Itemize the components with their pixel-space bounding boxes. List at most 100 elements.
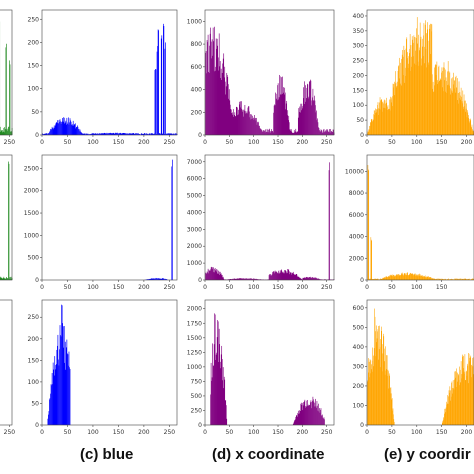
histogram-bin	[235, 116, 237, 135]
histogram-bin	[242, 278, 243, 280]
histogram-bin	[309, 405, 311, 425]
histogram-bin	[243, 116, 244, 135]
histogram-bin	[316, 278, 317, 280]
histogram-bin	[406, 273, 408, 280]
histogram-bin	[245, 278, 246, 280]
histogram-bin	[278, 270, 279, 280]
histogram-bin	[419, 274, 421, 280]
histogram-bin	[381, 102, 383, 135]
histogram-bin	[272, 272, 273, 280]
histogram-bin	[157, 29, 159, 135]
histogram-bin	[53, 375, 55, 425]
histogram-bin	[64, 362, 66, 425]
histogram-bin	[407, 67, 409, 135]
histogram-bin	[462, 279, 464, 280]
histogram-bin	[448, 390, 450, 425]
histogram-bin	[308, 404, 310, 425]
histogram-bin	[461, 279, 462, 280]
histogram-bin	[306, 98, 307, 135]
histogram-bin	[55, 123, 57, 135]
histogram-bin	[258, 125, 260, 135]
histogram-bin	[371, 120, 373, 135]
histogram-bin	[232, 279, 234, 280]
histogram-bin	[403, 273, 405, 280]
histogram-bin	[472, 130, 474, 135]
histogram-bin	[431, 74, 433, 135]
histogram-bin	[435, 279, 436, 280]
histogram-bin	[67, 353, 68, 425]
histogram-bin	[92, 133, 94, 135]
histogram-bin	[175, 133, 177, 135]
histogram-bin	[456, 368, 457, 425]
y-tick-label: 1750	[187, 320, 202, 327]
histogram-bin	[443, 417, 444, 425]
histogram-bin	[55, 365, 57, 425]
histogram-bin	[385, 103, 387, 135]
histogram-bin	[151, 133, 153, 135]
histogram-bin	[248, 106, 249, 135]
histogram-bin	[160, 133, 162, 135]
histogram-bin	[270, 274, 271, 280]
histogram-bin	[130, 133, 132, 135]
histogram-bin	[103, 132, 105, 135]
x-tick-label: 150	[113, 429, 125, 436]
histogram-bin	[221, 275, 223, 280]
histogram-bin	[275, 93, 277, 135]
histogram-bin	[463, 278, 465, 280]
histogram-bin	[244, 110, 245, 135]
histogram-bin	[217, 321, 219, 425]
histogram-bin	[379, 325, 380, 425]
histogram-bin	[388, 109, 389, 135]
histogram-bin	[267, 279, 269, 280]
plot-frame	[204, 299, 335, 426]
histogram-bin	[3, 276, 5, 280]
histogram-bin	[44, 133, 46, 135]
histogram-bin	[216, 269, 217, 280]
histogram-bin	[251, 118, 253, 135]
histogram-bin	[383, 99, 385, 135]
histogram-bin	[53, 125, 55, 135]
histogram-bin	[158, 133, 160, 135]
histogram-bin	[219, 275, 221, 280]
histogram-bin	[148, 134, 149, 135]
histogram-bin	[161, 35, 163, 135]
histogram-bin	[58, 359, 59, 425]
histogram-bin	[440, 79, 442, 135]
histogram-bin	[42, 134, 44, 135]
histogram-bin	[7, 278, 9, 280]
histogram-bin	[444, 279, 446, 280]
histogram-bin	[160, 278, 162, 280]
histogram-bin	[110, 133, 112, 135]
histogram-bin	[163, 278, 165, 280]
histogram-bin	[444, 412, 446, 425]
histogram-bin	[424, 276, 426, 280]
histogram-bin	[466, 375, 468, 425]
histogram-bin	[81, 132, 82, 135]
histogram-bin	[396, 274, 398, 280]
histogram-bin	[406, 275, 407, 280]
histogram-bin	[396, 81, 398, 135]
histogram-bin	[43, 133, 44, 135]
histogram-bin	[145, 134, 146, 135]
histogram-bin	[310, 277, 312, 280]
histogram-bin	[300, 103, 302, 135]
histogram-bin	[470, 118, 471, 135]
histogram-bin	[251, 278, 252, 280]
histogram-bin	[305, 277, 307, 280]
histogram-bin	[434, 65, 436, 135]
histogram-bin	[56, 122, 58, 135]
histogram-bin	[375, 279, 377, 280]
histogram-bin	[44, 133, 46, 135]
histogram-bin	[55, 364, 57, 425]
histogram-bin	[278, 99, 279, 135]
histogram-bin	[378, 115, 379, 135]
histogram-bin	[119, 132, 121, 135]
histogram-bin	[415, 64, 417, 135]
histogram-bin	[436, 278, 437, 280]
histogram-bin	[453, 388, 454, 425]
histogram-bin	[437, 80, 438, 135]
histogram-bin	[314, 402, 316, 425]
histogram-panel: 0 50 100 150 200 2500100020003000400050006000…	[187, 154, 335, 291]
histogram-bin	[384, 277, 385, 280]
